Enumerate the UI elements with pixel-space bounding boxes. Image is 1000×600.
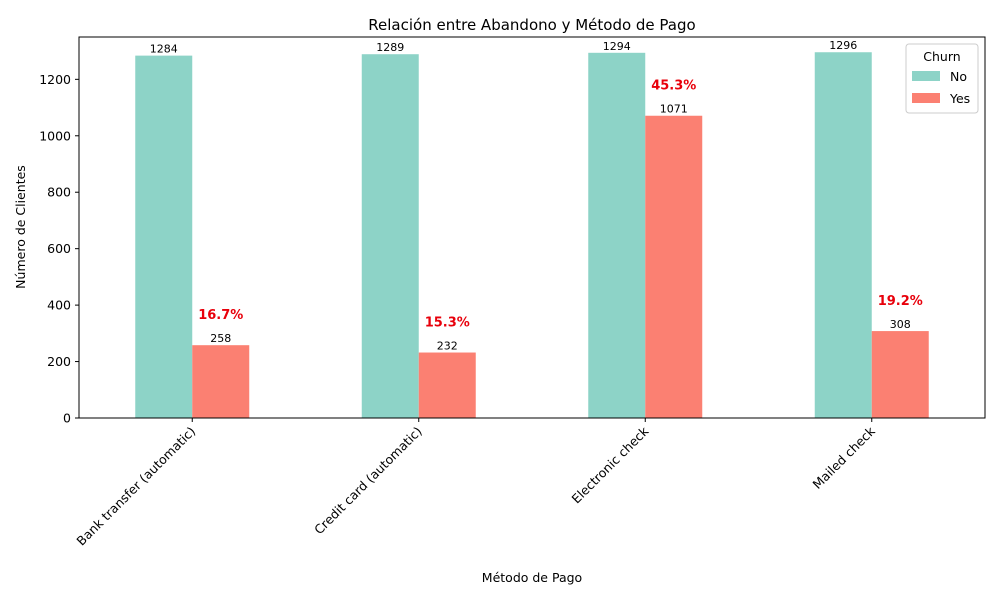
bar-yes-0 [192, 345, 250, 418]
legend: Churn No Yes [905, 43, 979, 114]
legend-title: Churn [923, 49, 960, 64]
x-tick-label: Bank transfer (automatic) [73, 424, 198, 549]
churn-rate-annotation: 19.2% [878, 294, 923, 309]
bar-value-label: 258 [210, 332, 231, 345]
bar-yes-3 [871, 331, 929, 418]
x-axis: Bank transfer (automatic) Credit card (au… [73, 418, 878, 548]
bar-value-label: 232 [437, 340, 458, 353]
y-tick-label: 1200 [39, 72, 71, 87]
y-tick-label: 200 [47, 354, 71, 369]
bar-value-label: 1284 [150, 43, 178, 56]
y-tick-label: 0 [63, 411, 71, 426]
bar-no-0 [135, 55, 193, 418]
churn-rate-annotation: 15.3% [425, 316, 470, 331]
labels-group: 1284 258 16.7% 1289 232 15.3% 1294 1071 45.3% 129… [150, 39, 923, 352]
legend-swatch-yes [912, 93, 940, 103]
x-tick-label: Mailed check [810, 423, 879, 492]
bar-value-label: 1289 [376, 41, 404, 54]
y-tick-label: 400 [47, 298, 71, 313]
y-tick-label: 1000 [39, 128, 71, 143]
bar-no-3 [814, 52, 872, 419]
y-axis: 0 200 400 600 800 1000 1200 [39, 72, 79, 426]
plot-frame [78, 36, 986, 419]
legend-label-no: No [950, 69, 967, 84]
bar-no-2 [588, 52, 646, 418]
x-tick-label: Credit card (automatic) [311, 424, 425, 538]
bar-value-label: 1296 [829, 39, 857, 52]
bar-value-label: 1071 [660, 103, 688, 116]
y-axis-label: Número de Clientes [13, 165, 28, 289]
legend-swatch-no [912, 71, 940, 81]
bar-yes-2 [645, 115, 703, 419]
y-tick-label: 800 [47, 185, 71, 200]
x-axis-label: Método de Pago [482, 570, 582, 585]
x-tick-label: Electronic check [569, 423, 652, 506]
churn-rate-annotation: 45.3% [651, 79, 696, 94]
legend-label-yes: Yes [949, 91, 970, 106]
bars-group [135, 52, 929, 419]
chart-title: Relación entre Abandono y Método de Pago [368, 16, 695, 34]
bar-yes-1 [418, 352, 476, 418]
bar-no-1 [361, 54, 419, 419]
bar-value-label: 1294 [603, 40, 631, 53]
churn-rate-annotation: 16.7% [198, 308, 243, 323]
y-tick-label: 600 [47, 241, 71, 256]
bar-value-label: 308 [890, 318, 911, 331]
